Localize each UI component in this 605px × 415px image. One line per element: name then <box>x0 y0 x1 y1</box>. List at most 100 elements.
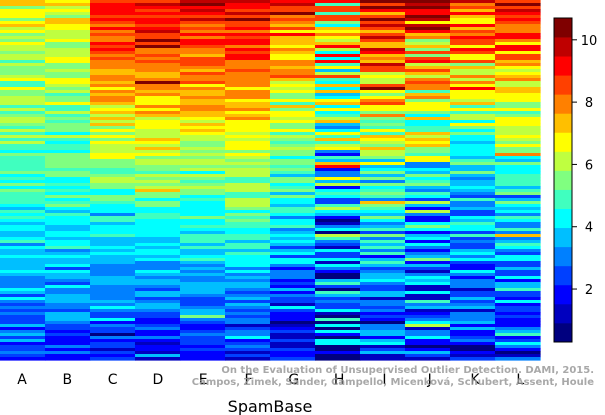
heat-cell-H-88 <box>315 264 361 268</box>
heat-cell-F-110 <box>225 330 271 334</box>
heat-cell-J-2 <box>405 6 451 10</box>
heat-cell-G-33 <box>270 99 316 103</box>
heat-cell-B-114 <box>45 342 91 346</box>
heat-cell-F-22 <box>225 66 271 70</box>
heat-cell-J-46 <box>405 138 451 142</box>
heat-cell-K-108 <box>450 324 496 328</box>
heat-cell-A-83 <box>0 249 46 253</box>
heat-cell-G-16 <box>270 48 316 52</box>
heat-cell-B-0 <box>45 0 91 4</box>
heat-cell-J-41 <box>405 123 451 127</box>
heat-cell-B-8 <box>45 24 91 28</box>
heat-cell-F-50 <box>225 150 271 154</box>
heat-cell-K-30 <box>450 90 496 94</box>
heat-cell-I-54 <box>360 162 406 166</box>
heat-cell-I-42 <box>360 126 406 130</box>
heat-cell-K-77 <box>450 231 496 235</box>
heat-cell-G-115 <box>270 345 316 349</box>
heat-cell-H-29 <box>315 87 361 91</box>
heat-cell-D-94 <box>135 282 181 286</box>
heat-cell-G-6 <box>270 18 316 22</box>
heat-cell-H-105 <box>315 315 361 319</box>
heat-cell-K-54 <box>450 162 496 166</box>
heat-cell-J-24 <box>405 72 451 76</box>
heat-cell-J-71 <box>405 213 451 217</box>
heat-cell-E-96 <box>180 288 226 292</box>
heat-cell-A-92 <box>0 276 46 280</box>
heat-cell-L-104 <box>495 312 541 316</box>
heat-cell-A-106 <box>0 318 46 322</box>
colorbar-segment-13 <box>554 75 572 95</box>
heat-cell-H-100 <box>315 300 361 304</box>
heat-cell-J-50 <box>405 150 451 154</box>
heat-cell-E-56 <box>180 168 226 172</box>
heat-cell-A-76 <box>0 228 46 232</box>
heat-cell-B-49 <box>45 147 91 151</box>
heat-cell-F-73 <box>225 219 271 223</box>
heat-cell-I-92 <box>360 276 406 280</box>
heat-cell-H-39 <box>315 117 361 121</box>
heat-cell-H-27 <box>315 81 361 85</box>
heat-cell-D-116 <box>135 348 181 352</box>
heat-cell-F-106 <box>225 318 271 322</box>
heat-cell-J-19 <box>405 57 451 61</box>
heat-cell-G-102 <box>270 306 316 310</box>
heat-cell-J-84 <box>405 252 451 256</box>
heat-cell-L-83 <box>495 249 541 253</box>
heat-cell-F-6 <box>225 18 271 22</box>
heat-cell-D-95 <box>135 285 181 289</box>
heat-cell-A-82 <box>0 246 46 250</box>
heat-cell-B-99 <box>45 297 91 301</box>
heat-cell-E-116 <box>180 348 226 352</box>
heat-cell-C-103 <box>90 309 136 313</box>
heat-cell-E-91 <box>180 273 226 277</box>
heat-cell-B-106 <box>45 318 91 322</box>
heat-cell-E-13 <box>180 39 226 43</box>
heat-cell-A-101 <box>0 303 46 307</box>
heat-cell-D-29 <box>135 87 181 91</box>
heat-cell-D-100 <box>135 300 181 304</box>
heat-cell-F-76 <box>225 228 271 232</box>
heat-cell-A-32 <box>0 96 46 100</box>
heat-cell-F-7 <box>225 21 271 25</box>
heat-cell-B-68 <box>45 204 91 208</box>
heat-cell-I-84 <box>360 252 406 256</box>
heat-cell-F-30 <box>225 90 271 94</box>
heat-cell-E-8 <box>180 24 226 28</box>
heat-cell-F-99 <box>225 297 271 301</box>
heat-cell-E-101 <box>180 303 226 307</box>
heat-cell-H-32 <box>315 96 361 100</box>
heat-cell-H-2 <box>315 6 361 10</box>
heat-cell-G-42 <box>270 126 316 130</box>
heat-cell-J-1 <box>405 3 451 7</box>
heat-cell-J-101 <box>405 303 451 307</box>
heat-cell-K-64 <box>450 192 496 196</box>
heat-cell-J-93 <box>405 279 451 283</box>
heat-cell-H-110 <box>315 330 361 334</box>
heat-cell-H-33 <box>315 99 361 103</box>
heat-cell-I-55 <box>360 165 406 169</box>
heat-cell-E-53 <box>180 159 226 163</box>
heat-cell-J-61 <box>405 183 451 187</box>
heat-cell-F-85 <box>225 255 271 259</box>
heat-cell-B-18 <box>45 54 91 58</box>
heat-cell-J-87 <box>405 261 451 265</box>
heat-cell-G-114 <box>270 342 316 346</box>
heat-cell-J-99 <box>405 297 451 301</box>
heat-cell-I-29 <box>360 87 406 91</box>
heat-cell-B-71 <box>45 213 91 217</box>
heat-cell-F-82 <box>225 246 271 250</box>
heat-cell-E-88 <box>180 264 226 268</box>
heat-cell-D-28 <box>135 84 181 88</box>
heat-cell-I-82 <box>360 246 406 250</box>
heat-cell-A-30 <box>0 90 46 94</box>
heat-cell-K-113 <box>450 339 496 343</box>
heat-cell-B-65 <box>45 195 91 199</box>
heat-cell-H-6 <box>315 18 361 22</box>
heat-cell-H-61 <box>315 183 361 187</box>
heat-cell-E-109 <box>180 327 226 331</box>
heat-cell-E-98 <box>180 294 226 298</box>
heat-cell-K-41 <box>450 123 496 127</box>
heat-cell-I-78 <box>360 234 406 238</box>
heat-cell-I-21 <box>360 63 406 67</box>
